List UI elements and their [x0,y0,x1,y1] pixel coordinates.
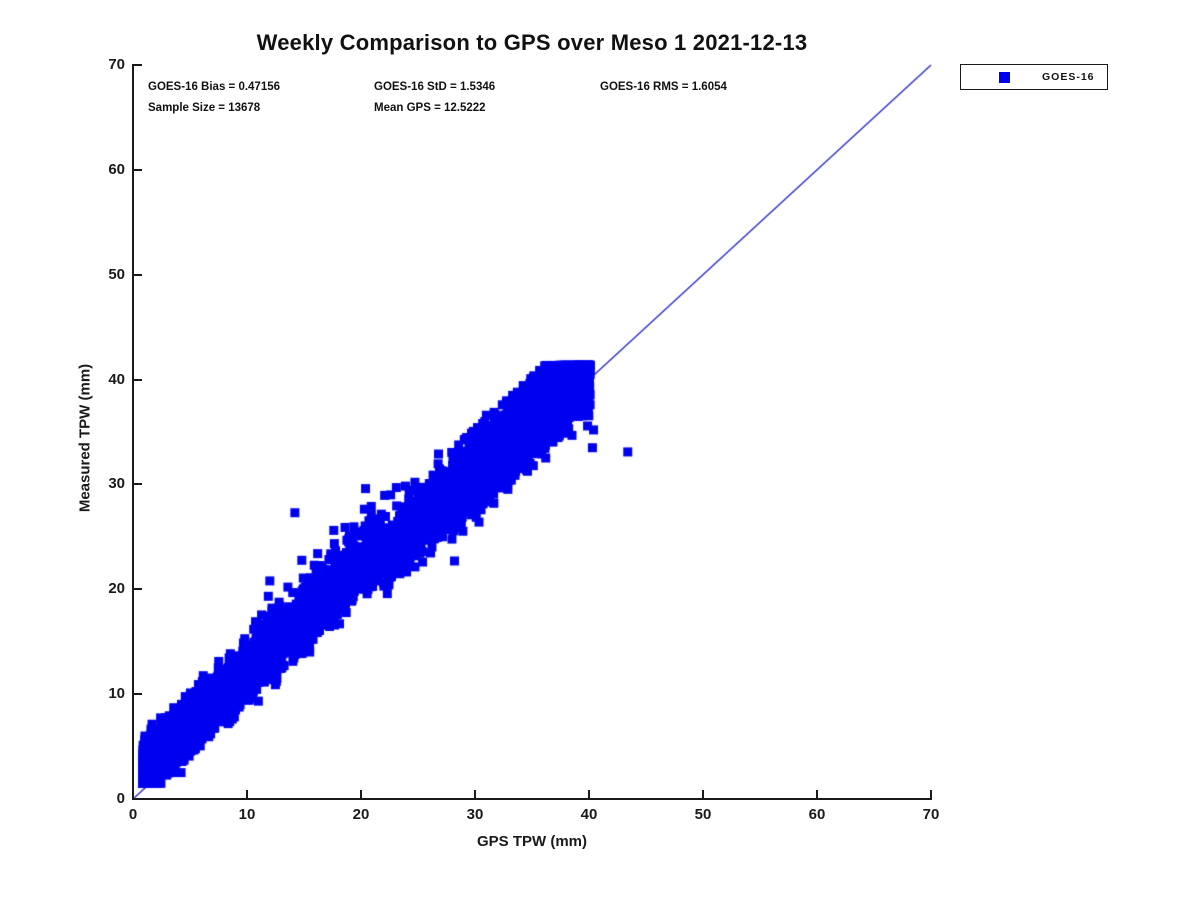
x-tick-label: 60 [808,806,826,823]
x-tick-mark [588,790,590,798]
legend: GOES-16 [960,64,1108,90]
legend-entry-label: GOES-16 [1042,71,1095,83]
x-tick-mark [132,790,134,798]
y-tick-mark [134,168,142,171]
x-tick-label: 20 [352,806,370,823]
y-tick-label: 70 [108,56,125,73]
x-tick-label: 0 [128,806,138,823]
y-tick-mark [134,378,142,381]
x-tick-mark [474,790,476,798]
stat-mean-gps: Mean GPS = 12.5222 [374,102,486,114]
x-tick-mark [360,790,362,798]
y-tick-label: 50 [108,265,125,283]
y-tick-mark [134,798,142,800]
stat-rms: GOES-16 RMS = 1.6054 [600,81,727,93]
chart-title: Weekly Comparison to GPS over Meso 1 202… [256,30,808,55]
stat-bias: GOES-16 Bias = 0.47156 [148,81,281,93]
x-tick-label: 40 [580,806,598,823]
y-tick-label: 30 [108,475,125,493]
x-tick-mark [816,790,818,798]
y-tick-label: 40 [108,370,125,388]
y-axis-line [132,64,134,800]
x-tick-label: 70 [922,806,940,823]
y-tick-label: 60 [108,160,125,178]
x-axis-label: GPS TPW (mm) [476,833,588,850]
y-tick-mark [134,273,142,276]
x-tick-mark [930,790,932,798]
stat-sample-size: Sample Size = 13678 [148,102,261,114]
x-axis-line [132,798,932,800]
stat-std: GOES-16 StD = 1.5346 [374,81,496,93]
x-tick-label: 50 [694,806,712,823]
y-tick-mark [134,64,142,66]
y-tick-mark [134,693,142,696]
y-tick-mark [134,588,142,591]
legend-marker-square-icon [999,71,1010,83]
x-tick-label: 10 [238,806,256,823]
x-tick-mark [246,790,248,798]
y-tick-label: 20 [108,580,125,598]
y-tick-label: 0 [116,790,125,807]
x-tick-mark [702,790,704,798]
y-tick-label: 10 [108,685,125,703]
y-axis-label: Measured TPW (mm) [76,363,94,513]
x-tick-label: 30 [466,806,484,823]
y-tick-mark [134,483,142,486]
